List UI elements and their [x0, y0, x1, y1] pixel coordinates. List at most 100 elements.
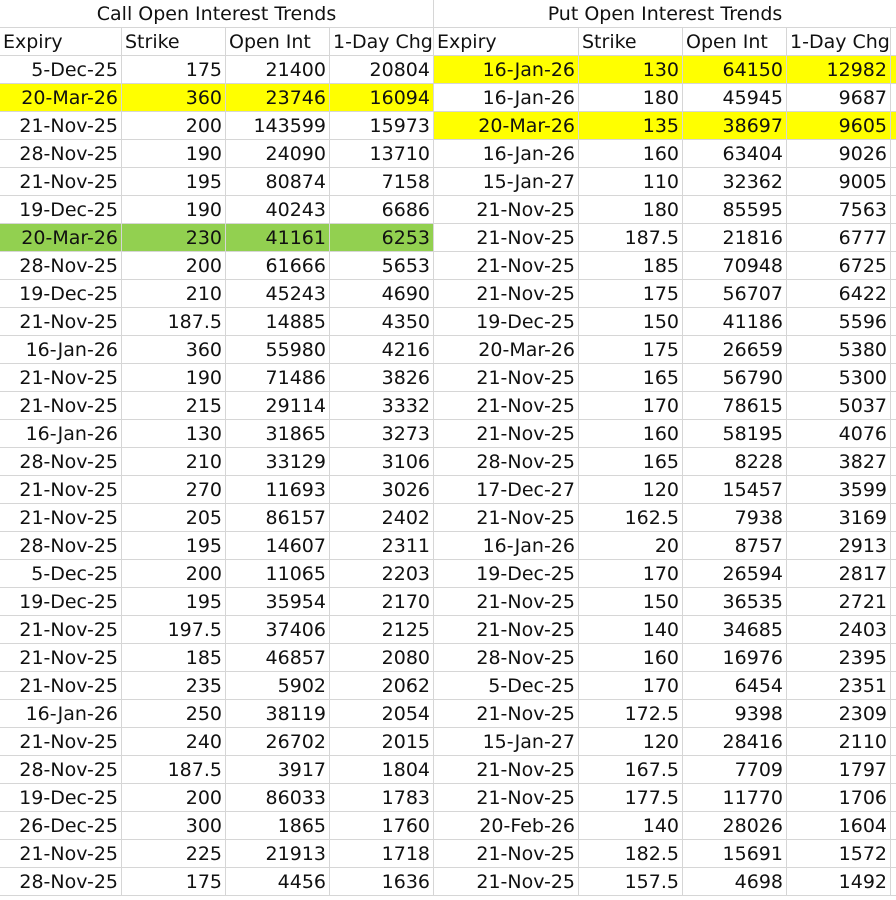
cell-open-int[interactable]: 46857	[226, 644, 330, 671]
cell-one-day-chg[interactable]: 5653	[330, 252, 434, 279]
cell-one-day-chg[interactable]: 2311	[330, 532, 434, 559]
cell-open-int[interactable]: 78615	[683, 392, 787, 419]
cell-one-day-chg[interactable]: 16094	[330, 84, 434, 111]
cell-expiry[interactable]: 21-Nov-25	[434, 504, 579, 531]
cell-one-day-chg[interactable]: 15973	[330, 112, 434, 139]
cell-expiry[interactable]: 20-Mar-26	[0, 84, 122, 111]
cell-open-int[interactable]: 26659	[683, 336, 787, 363]
cell-expiry[interactable]: 16-Jan-26	[0, 336, 122, 363]
cell-expiry[interactable]: 28-Nov-25	[0, 448, 122, 475]
cell-open-int[interactable]: 11693	[226, 476, 330, 503]
cell-expiry[interactable]: 20-Mar-26	[434, 112, 579, 139]
cell-strike[interactable]: 250	[122, 700, 226, 727]
cell-strike[interactable]: 195	[122, 532, 226, 559]
cell-open-int[interactable]: 15691	[683, 840, 787, 867]
cell-open-int[interactable]: 6454	[683, 672, 787, 699]
cell-expiry[interactable]: 20-Mar-26	[434, 336, 579, 363]
cell-expiry[interactable]: 28-Nov-25	[0, 140, 122, 167]
cell-strike[interactable]: 170	[579, 392, 683, 419]
cell-one-day-chg[interactable]: 5380	[787, 336, 891, 363]
cell-open-int[interactable]: 4456	[226, 868, 330, 895]
cell-strike[interactable]: 200	[122, 252, 226, 279]
cell-one-day-chg[interactable]: 12982	[787, 56, 891, 83]
cell-one-day-chg[interactable]: 2080	[330, 644, 434, 671]
cell-open-int[interactable]: 63404	[683, 140, 787, 167]
cell-strike[interactable]: 200	[122, 784, 226, 811]
cell-open-int[interactable]: 45945	[683, 84, 787, 111]
cell-expiry[interactable]: 21-Nov-25	[0, 112, 122, 139]
cell-one-day-chg[interactable]: 3106	[330, 448, 434, 475]
cell-strike[interactable]: 180	[579, 196, 683, 223]
cell-one-day-chg[interactable]: 1760	[330, 812, 434, 839]
cell-strike[interactable]: 120	[579, 728, 683, 755]
cell-strike[interactable]: 160	[579, 140, 683, 167]
cell-expiry[interactable]: 21-Nov-25	[0, 504, 122, 531]
cell-one-day-chg[interactable]: 2395	[787, 644, 891, 671]
cell-expiry[interactable]: 5-Dec-25	[0, 560, 122, 587]
cell-expiry[interactable]: 5-Dec-25	[0, 56, 122, 83]
cell-one-day-chg[interactable]: 6725	[787, 252, 891, 279]
cell-expiry[interactable]: 19-Dec-25	[0, 588, 122, 615]
cell-open-int[interactable]: 70948	[683, 252, 787, 279]
cell-strike[interactable]: 172.5	[579, 700, 683, 727]
cell-one-day-chg[interactable]: 2351	[787, 672, 891, 699]
cell-one-day-chg[interactable]: 4690	[330, 280, 434, 307]
cell-strike[interactable]: 175	[122, 56, 226, 83]
cell-expiry[interactable]: 16-Jan-26	[434, 56, 579, 83]
cell-open-int[interactable]: 8228	[683, 448, 787, 475]
cell-strike[interactable]: 190	[122, 364, 226, 391]
column-header-expiry[interactable]: Expiry	[434, 28, 579, 55]
cell-one-day-chg[interactable]: 2015	[330, 728, 434, 755]
cell-strike[interactable]: 175	[579, 280, 683, 307]
cell-strike[interactable]: 170	[579, 560, 683, 587]
cell-expiry[interactable]: 21-Nov-25	[434, 616, 579, 643]
cell-expiry[interactable]: 21-Nov-25	[434, 840, 579, 867]
cell-open-int[interactable]: 38119	[226, 700, 330, 727]
cell-expiry[interactable]: 5-Dec-25	[434, 672, 579, 699]
cell-open-int[interactable]: 14607	[226, 532, 330, 559]
cell-expiry[interactable]: 21-Nov-25	[0, 728, 122, 755]
cell-expiry[interactable]: 19-Dec-25	[0, 196, 122, 223]
cell-one-day-chg[interactable]: 2062	[330, 672, 434, 699]
cell-strike[interactable]: 360	[122, 84, 226, 111]
cell-expiry[interactable]: 19-Dec-25	[0, 784, 122, 811]
cell-expiry[interactable]: 21-Nov-25	[434, 392, 579, 419]
cell-one-day-chg[interactable]: 2402	[330, 504, 434, 531]
cell-open-int[interactable]: 85595	[683, 196, 787, 223]
cell-one-day-chg[interactable]: 1604	[787, 812, 891, 839]
cell-expiry[interactable]: 17-Dec-27	[434, 476, 579, 503]
cell-open-int[interactable]: 8757	[683, 532, 787, 559]
cell-strike[interactable]: 20	[579, 532, 683, 559]
cell-expiry[interactable]: 21-Nov-25	[434, 756, 579, 783]
cell-expiry[interactable]: 15-Jan-27	[434, 168, 579, 195]
cell-strike[interactable]: 200	[122, 560, 226, 587]
cell-strike[interactable]: 187.5	[122, 756, 226, 783]
column-header-expiry[interactable]: Expiry	[0, 28, 122, 55]
cell-one-day-chg[interactable]: 2170	[330, 588, 434, 615]
cell-one-day-chg[interactable]: 6777	[787, 224, 891, 251]
cell-expiry[interactable]: 21-Nov-25	[0, 392, 122, 419]
cell-open-int[interactable]: 56790	[683, 364, 787, 391]
cell-open-int[interactable]: 33129	[226, 448, 330, 475]
cell-expiry[interactable]: 28-Nov-25	[0, 252, 122, 279]
cell-one-day-chg[interactable]: 1804	[330, 756, 434, 783]
cell-strike[interactable]: 135	[579, 112, 683, 139]
cell-open-int[interactable]: 58195	[683, 420, 787, 447]
cell-strike[interactable]: 185	[579, 252, 683, 279]
cell-one-day-chg[interactable]: 7158	[330, 168, 434, 195]
cell-open-int[interactable]: 61666	[226, 252, 330, 279]
column-header-open-int[interactable]: Open Int	[683, 28, 787, 55]
cell-one-day-chg[interactable]: 3169	[787, 504, 891, 531]
cell-strike[interactable]: 360	[122, 336, 226, 363]
cell-expiry[interactable]: 16-Jan-26	[0, 700, 122, 727]
cell-one-day-chg[interactable]: 3273	[330, 420, 434, 447]
cell-one-day-chg[interactable]: 3332	[330, 392, 434, 419]
cell-strike[interactable]: 270	[122, 476, 226, 503]
cell-open-int[interactable]: 40243	[226, 196, 330, 223]
cell-open-int[interactable]: 7709	[683, 756, 787, 783]
cell-expiry[interactable]: 21-Nov-25	[0, 644, 122, 671]
cell-one-day-chg[interactable]: 5300	[787, 364, 891, 391]
cell-one-day-chg[interactable]: 3827	[787, 448, 891, 475]
cell-open-int[interactable]: 15457	[683, 476, 787, 503]
cell-one-day-chg[interactable]: 1636	[330, 868, 434, 895]
